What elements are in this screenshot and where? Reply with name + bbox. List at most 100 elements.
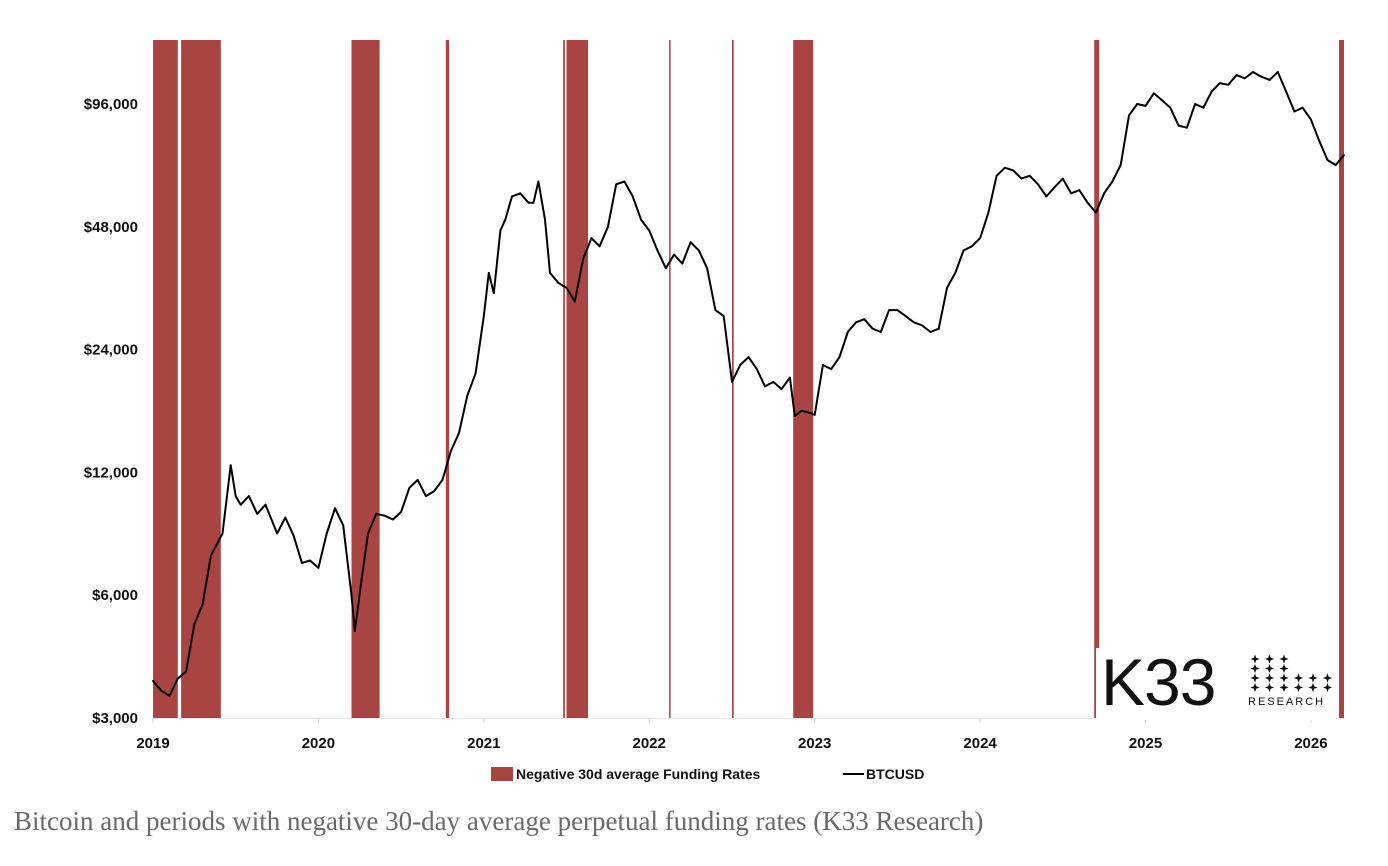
btcusd-point	[582, 258, 584, 260]
btcusd-point	[284, 516, 287, 519]
btcusd-point	[714, 309, 717, 311]
btcusd-point	[855, 321, 857, 324]
btcusd-point	[1128, 114, 1130, 117]
y-tick-label: $96,000	[84, 96, 138, 113]
btcusd-point	[681, 262, 684, 265]
btcusd-point	[1020, 177, 1023, 180]
negative-funding-band-11	[1339, 40, 1344, 718]
logo-star	[1279, 682, 1289, 693]
btcusd-point	[193, 623, 196, 625]
btcusd-point	[615, 183, 618, 186]
legend: Negative 30d average Funding Rates BTCUS…	[491, 766, 924, 782]
btcusd-point	[1210, 90, 1213, 93]
btcusd-point	[256, 512, 259, 515]
y-tick-label: $12,000	[84, 464, 138, 481]
logo-subtext: RESEARCH	[1248, 696, 1325, 708]
btcusd-point	[1260, 75, 1263, 78]
negative-funding-band-2	[181, 40, 221, 718]
btcusd-point	[722, 315, 725, 317]
btcusd-point	[301, 562, 303, 564]
btcusd-point	[176, 677, 179, 680]
y-axis: $3,000 $6,000 $12,000 $24,000 $48,000 $96,000	[84, 96, 138, 727]
btcusd-point	[160, 689, 163, 692]
btcusd-point	[504, 218, 507, 221]
x-tick-label: 2022	[633, 735, 666, 752]
btcusd-point	[1086, 201, 1089, 204]
x-axis: 2019 2020 2021 2022 2023 2024 2025 2026	[136, 718, 1344, 752]
btcusd-point	[292, 534, 295, 537]
btcusd-point	[1293, 110, 1296, 113]
btcusd-point	[1252, 71, 1254, 73]
btcusd-point	[1004, 166, 1006, 169]
btcusd-point	[689, 241, 692, 244]
btcusd-point	[1243, 77, 1246, 80]
btcusd-point	[755, 368, 758, 370]
btcusd-point	[772, 381, 775, 383]
btcusd-point	[392, 518, 394, 521]
logo-star	[1264, 654, 1275, 664]
btcusd-point	[946, 287, 948, 289]
logo-star	[1322, 673, 1333, 683]
logo-star	[1308, 682, 1318, 693]
btcusd-point	[1301, 106, 1304, 109]
btcusd-point	[1152, 92, 1155, 95]
btcusd-point	[590, 237, 593, 240]
x-tick-label: 2025	[1129, 735, 1162, 752]
btcusd-point	[1103, 192, 1105, 195]
btcusd-point	[1219, 82, 1221, 84]
y-tick-label: $3,000	[92, 710, 138, 727]
btcusd-point	[573, 300, 576, 303]
btcusd-point	[987, 211, 990, 214]
figure-caption: Bitcoin and periods with negative 30-day…	[14, 806, 984, 836]
btcusd-point	[1012, 169, 1015, 172]
btcusd-point	[764, 385, 766, 388]
btcusd-point	[360, 580, 363, 582]
btcusd-point	[152, 679, 154, 682]
x-tick-label: 2026	[1294, 735, 1327, 752]
btcusd-point	[648, 229, 651, 232]
price-series	[152, 71, 1345, 697]
btcusd-point	[1161, 99, 1163, 102]
btcusd-point	[416, 479, 419, 481]
btcusd-point	[1177, 124, 1180, 127]
btcusd-point	[466, 394, 469, 397]
x-tick-label: 2020	[302, 735, 335, 752]
btcusd-point	[1194, 103, 1196, 105]
btcusd-point	[201, 603, 204, 606]
btcusd-point	[813, 414, 816, 416]
logo-star	[1250, 654, 1260, 664]
btcusd-point	[1111, 180, 1114, 183]
btcusd-point	[229, 464, 232, 467]
x-tick-label: 2021	[467, 735, 500, 752]
btcusd-point	[863, 318, 866, 321]
btcusd-point	[544, 218, 546, 221]
btcusd-point	[383, 514, 386, 517]
btcusd-point	[1095, 211, 1097, 214]
x-tick-label: 2023	[798, 735, 831, 752]
logo-star	[1264, 682, 1275, 693]
btcusd-point	[425, 495, 427, 497]
logo-star	[1279, 673, 1289, 683]
btcusd-point	[499, 229, 502, 232]
btcusd-point	[1078, 189, 1081, 192]
btcusd-point	[221, 532, 224, 535]
y-tick-label: $24,000	[84, 342, 138, 359]
btcusd-point	[375, 512, 378, 515]
btcusd-point	[698, 249, 700, 252]
k33-research-logo: K33 RESEARCH	[1096, 645, 1336, 720]
btcusd-point	[408, 486, 411, 489]
btcusd-point	[400, 511, 402, 513]
logo-star	[1279, 654, 1289, 664]
btcusd-point	[631, 195, 634, 198]
negative-funding-band-4	[445, 40, 450, 718]
btcusd-point	[1334, 164, 1337, 167]
x-tick-label: 2024	[963, 735, 997, 752]
btcusd-point	[830, 368, 833, 370]
btcusd-point	[656, 249, 659, 252]
btcusd-point	[1053, 186, 1056, 189]
btcusd-point	[879, 331, 882, 333]
btcusd-point	[532, 201, 535, 204]
btcusd-point	[664, 267, 667, 270]
logo-star	[1250, 673, 1260, 683]
btcusd-point	[979, 237, 981, 240]
